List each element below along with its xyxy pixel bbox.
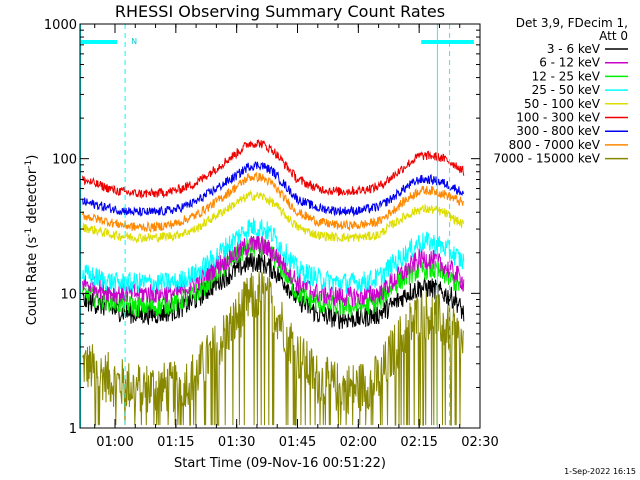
x-tick-label: 01:45 bbox=[279, 435, 316, 450]
x-tick-label: 01:00 bbox=[96, 435, 133, 450]
legend-label: 100 - 300 keV bbox=[516, 111, 600, 125]
x-tick-label: 01:15 bbox=[157, 435, 194, 450]
series-line-6-12keV bbox=[82, 235, 465, 307]
legend-header-line1: Det 3,9, FDecim 1, bbox=[516, 16, 628, 30]
y-axis-label-part2: detector bbox=[25, 168, 40, 228]
series-line-800-7000keV bbox=[82, 171, 464, 234]
legend-label: 12 - 25 keV bbox=[532, 69, 601, 83]
series-line-50-100keV bbox=[82, 189, 465, 244]
y-tick-label: 1 bbox=[69, 422, 77, 437]
series-line-100-300keV bbox=[82, 138, 465, 200]
legend-label: 6 - 12 keV bbox=[539, 56, 601, 70]
y-axis-label-sup2: -1 bbox=[24, 160, 34, 169]
series-line-300-800keV bbox=[82, 161, 465, 218]
series-line-12-25keV bbox=[82, 236, 465, 318]
plot-area: N bbox=[80, 24, 474, 428]
chart-title: RHESSI Observing Summary Count Rates bbox=[115, 2, 445, 21]
axes: 1 10 100 1000 01:00 01:15 01:30 01:45 02:00 02:15… bbox=[44, 18, 499, 450]
y-axis-label: Count Rate (s-1 detector-1) bbox=[24, 155, 40, 326]
y-tick-label: 100 bbox=[52, 153, 77, 168]
legend-label: 800 - 7000 keV bbox=[509, 138, 601, 152]
x-tick-label: 02:00 bbox=[340, 435, 377, 450]
legend-header-line2: Att 0 bbox=[599, 29, 628, 43]
legend-label: 7000 - 15000 keV bbox=[493, 152, 600, 166]
x-tick-label: 02:15 bbox=[400, 435, 437, 450]
y-axis-label-sup1: -1 bbox=[24, 228, 34, 237]
x-tick-label: 02:30 bbox=[461, 435, 498, 450]
series-line-3-6keV bbox=[82, 252, 465, 330]
legend-label: 3 - 6 keV bbox=[547, 42, 601, 56]
interval-bar-1 bbox=[421, 40, 474, 44]
series-line-7000-15000keV bbox=[82, 271, 465, 426]
footer-date: 1-Sep-2022 16:15 bbox=[564, 467, 636, 476]
legend-label: 300 - 800 keV bbox=[516, 124, 600, 138]
y-tick-label: 10 bbox=[60, 287, 77, 302]
legend-label: 50 - 100 keV bbox=[524, 97, 601, 111]
interval-bar-0 bbox=[80, 40, 118, 44]
series-line-25-50keV bbox=[82, 217, 465, 295]
y-axis-label-part1: Count Rate (s bbox=[25, 237, 40, 326]
axes-frame bbox=[79, 23, 481, 429]
legend-label: 25 - 50 keV bbox=[532, 83, 601, 97]
night-marker: N bbox=[131, 37, 137, 46]
x-axis-label: Start Time (09-Nov-16 00:51:22) bbox=[174, 456, 386, 471]
y-axis-label-part3: ) bbox=[25, 155, 40, 160]
x-tick-label: 01:30 bbox=[218, 435, 255, 450]
y-tick-label: 1000 bbox=[44, 18, 77, 33]
